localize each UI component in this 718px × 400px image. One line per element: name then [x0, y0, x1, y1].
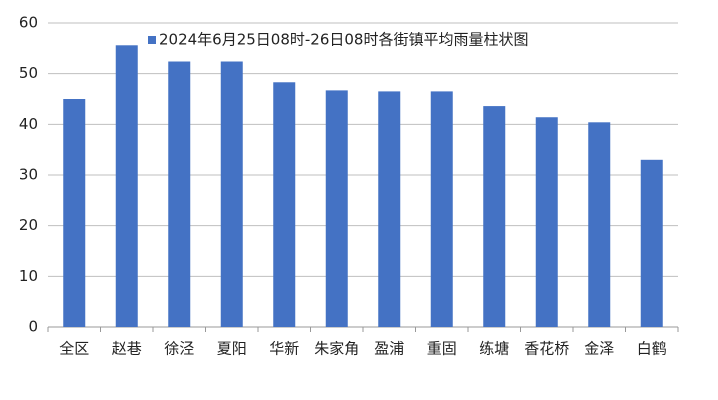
bar [430, 91, 453, 328]
bar [63, 99, 86, 327]
bar [483, 106, 506, 328]
x-tick-label: 白鹤 [637, 340, 667, 358]
y-tick-label: 20 [19, 216, 38, 234]
x-tick-label: 重固 [427, 340, 457, 358]
bar [378, 91, 401, 328]
bar [588, 122, 611, 327]
y-tick-label: 50 [19, 64, 38, 82]
bar [220, 61, 243, 328]
bar [535, 117, 558, 328]
y-tick-label: 30 [19, 166, 38, 184]
bar [273, 82, 296, 327]
bar [640, 159, 663, 327]
y-tick-label: 0 [28, 318, 38, 336]
x-tick-label: 金泽 [584, 340, 614, 358]
legend-swatch [148, 36, 156, 44]
x-tick-label: 夏阳 [217, 340, 247, 358]
x-tick-label: 徐泾 [164, 340, 194, 358]
y-tick-label: 10 [19, 267, 38, 285]
x-tick-label: 全区 [59, 340, 89, 358]
y-tick-label: 40 [19, 115, 38, 133]
x-tick-label: 盈浦 [374, 340, 404, 358]
x-tick-label: 香花桥 [524, 340, 569, 358]
x-tick-label: 赵巷 [112, 340, 142, 358]
x-tick-label: 华新 [269, 340, 299, 358]
bar [325, 90, 348, 328]
y-tick-label: 60 [19, 14, 38, 32]
legend-text: 2024年6月25日08时-26日08时各街镇平均雨量柱状图 [159, 31, 528, 49]
x-tick-label: 朱家角 [314, 340, 359, 358]
bar [168, 61, 191, 328]
bar [115, 45, 138, 327]
x-tick-label: 练塘 [479, 340, 509, 358]
